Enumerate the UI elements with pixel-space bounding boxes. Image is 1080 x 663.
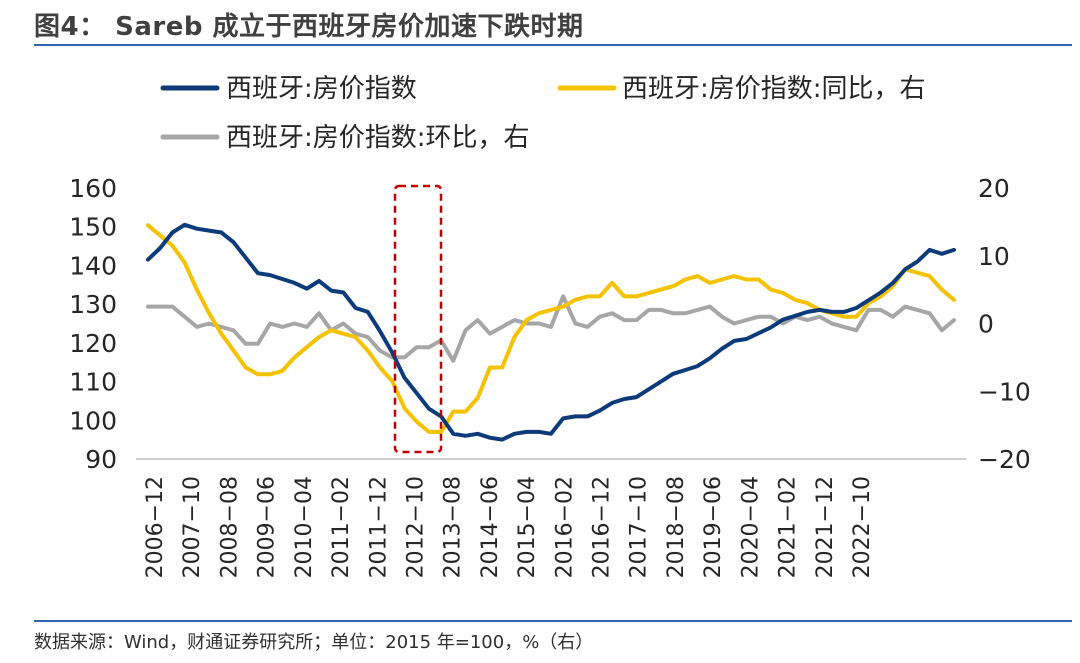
x-tick-label: 2007−10 xyxy=(180,476,205,578)
x-tick-label: 2008−08 xyxy=(217,476,242,578)
x-tick-label: 2022−10 xyxy=(850,476,875,578)
right-tick-label: 0 xyxy=(978,310,994,339)
plot-area xyxy=(146,184,956,454)
left-tick-label: 160 xyxy=(69,174,117,203)
left-tick-label: 150 xyxy=(69,213,117,242)
legend-item-mom: 西班牙:房价指数:环比，右 xyxy=(160,123,530,153)
x-tick-label: 2009−06 xyxy=(255,476,280,578)
left-tick-label: 140 xyxy=(69,251,117,280)
legend-item-yoy: 西班牙:房价指数:同比，右 xyxy=(557,74,926,104)
legend-label: 西班牙:房价指数:同比，右 xyxy=(622,74,926,104)
x-tick-label: 2010−04 xyxy=(292,476,317,578)
right-tick-label: −20 xyxy=(978,445,1031,474)
series-mom-line xyxy=(146,294,956,363)
x-tick-label: 2015−04 xyxy=(515,476,540,578)
axes: 90 100 110 120 130 140 150 160 −20 −10 0 10 20 2006−1… xyxy=(69,174,1030,578)
x-tick-label: 2016−02 xyxy=(552,476,577,578)
x-tick-label: 2014−06 xyxy=(478,476,503,578)
series-index-line xyxy=(146,222,956,442)
x-tick-label: 2020−04 xyxy=(738,476,763,578)
x-tick-label: 2019−06 xyxy=(701,476,726,578)
x-tick-label: 2012−10 xyxy=(403,476,428,578)
legend-item-index: 西班牙:房价指数 xyxy=(160,74,417,104)
left-tick-label: 120 xyxy=(69,329,117,358)
figure-title: 图4： Sareb 成立于西班牙房价加速下跌时期 xyxy=(34,12,584,42)
right-tick-label: 20 xyxy=(978,174,1010,203)
x-tick-label: 2016−12 xyxy=(590,476,615,578)
x-tick-label: 2021−12 xyxy=(813,476,838,578)
x-tick-label: 2011−12 xyxy=(366,476,391,578)
left-tick-label: 110 xyxy=(69,368,117,397)
x-tick-label: 2011−02 xyxy=(329,476,354,578)
right-tick-label: 10 xyxy=(978,242,1010,271)
x-tick-label: 2021−02 xyxy=(776,476,801,578)
x-tick-label: 2013−08 xyxy=(441,476,466,578)
left-tick-label: 90 xyxy=(85,445,117,474)
left-tick-label: 130 xyxy=(69,290,117,319)
footer-divider xyxy=(34,620,1072,622)
title-divider xyxy=(34,44,1072,46)
x-tick-label: 2006−12 xyxy=(143,476,168,578)
legend-label: 西班牙:房价指数 xyxy=(226,74,417,104)
x-tick-label: 2018−08 xyxy=(664,476,689,578)
left-tick-label: 100 xyxy=(69,406,117,435)
legend-label: 西班牙:房价指数:环比，右 xyxy=(226,123,530,153)
source-note: 数据来源：Wind，财通证券研究所；单位：2015 年=100，%（右） xyxy=(34,632,594,653)
right-tick-label: −10 xyxy=(978,377,1031,406)
highlight-box xyxy=(393,184,443,454)
x-tick-label: 2017−10 xyxy=(627,476,652,578)
